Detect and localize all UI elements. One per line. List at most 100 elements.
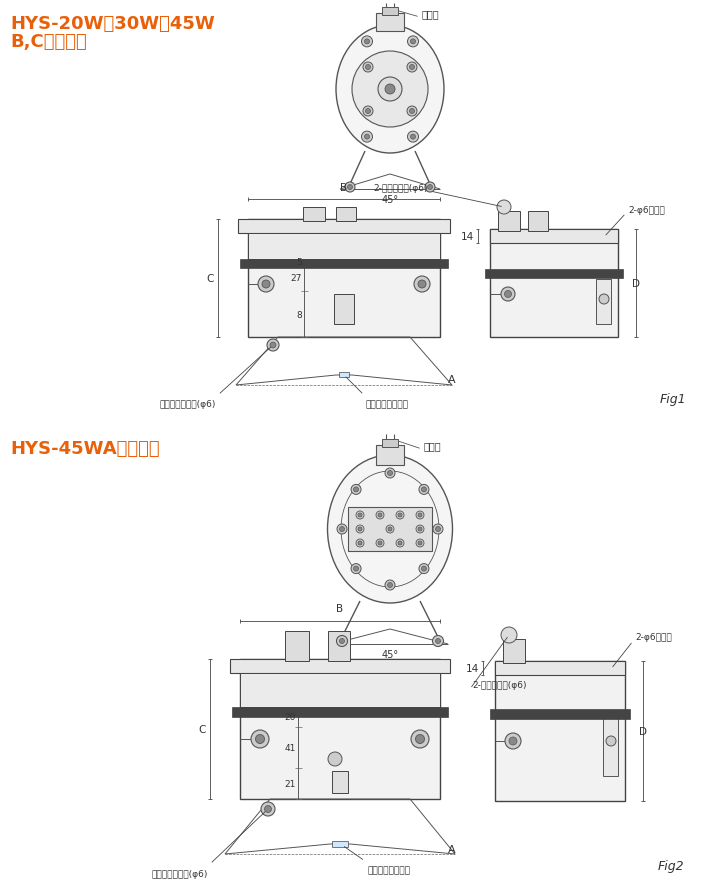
Circle shape	[363, 63, 373, 73]
Circle shape	[378, 541, 382, 546]
Text: 端子台: 端子台	[424, 440, 441, 450]
Circle shape	[410, 40, 415, 45]
Bar	[528, 212, 548, 232]
Bar	[382, 8, 398, 16]
Circle shape	[270, 343, 276, 348]
Circle shape	[414, 276, 430, 292]
Circle shape	[407, 107, 417, 117]
Bar	[303, 207, 325, 222]
Circle shape	[428, 185, 433, 190]
Bar	[490, 229, 618, 244]
Text: プロテクトガラス: プロテクトガラス	[366, 400, 409, 408]
Ellipse shape	[328, 455, 452, 603]
Circle shape	[258, 276, 274, 292]
Circle shape	[408, 37, 418, 48]
Bar	[596, 280, 611, 324]
Bar	[382, 439, 398, 447]
Bar	[339, 373, 349, 377]
Text: 2-φ6取付穴: 2-φ6取付穴	[635, 633, 672, 641]
Text: B: B	[336, 603, 343, 613]
Text: 2-冷却水継手(φ6): 2-冷却水継手(φ6)	[472, 680, 526, 689]
Bar	[490, 709, 630, 719]
Circle shape	[418, 281, 426, 289]
Circle shape	[433, 525, 443, 534]
Bar	[376, 446, 404, 465]
Circle shape	[387, 471, 392, 476]
Bar	[334, 295, 354, 324]
Text: 2-φ6取付穴: 2-φ6取付穴	[628, 206, 665, 214]
Circle shape	[358, 541, 362, 546]
Circle shape	[262, 281, 270, 289]
Bar	[498, 212, 520, 232]
Bar	[485, 269, 623, 279]
Circle shape	[410, 109, 415, 114]
Circle shape	[261, 802, 275, 816]
Circle shape	[396, 511, 404, 519]
Text: 14: 14	[466, 664, 479, 673]
Circle shape	[385, 85, 395, 95]
Circle shape	[376, 540, 384, 548]
Circle shape	[436, 527, 441, 532]
Text: A: A	[448, 375, 456, 385]
Circle shape	[416, 540, 424, 548]
Circle shape	[418, 541, 422, 546]
Bar	[238, 220, 450, 234]
Text: C: C	[207, 274, 214, 284]
Circle shape	[416, 525, 424, 533]
Circle shape	[419, 485, 429, 495]
Circle shape	[396, 540, 404, 548]
Circle shape	[509, 737, 517, 745]
Text: 端子台: 端子台	[422, 9, 440, 19]
Circle shape	[416, 511, 424, 519]
Circle shape	[436, 639, 441, 644]
Circle shape	[364, 135, 369, 140]
Circle shape	[411, 730, 429, 748]
Circle shape	[378, 78, 402, 102]
Text: 27: 27	[291, 274, 302, 283]
Circle shape	[328, 752, 342, 766]
Circle shape	[386, 525, 394, 533]
Text: Fig2: Fig2	[658, 859, 685, 872]
Text: 45°: 45°	[382, 195, 399, 205]
Text: 45°: 45°	[382, 649, 399, 659]
Bar	[495, 661, 625, 675]
Circle shape	[410, 66, 415, 70]
Circle shape	[340, 639, 344, 644]
Circle shape	[385, 469, 395, 478]
Circle shape	[348, 185, 353, 190]
Bar	[248, 234, 440, 260]
Bar	[230, 659, 450, 673]
Ellipse shape	[336, 26, 444, 154]
Text: A: A	[448, 844, 456, 854]
Circle shape	[415, 734, 425, 743]
Text: 8: 8	[296, 310, 302, 319]
Circle shape	[410, 135, 415, 140]
Text: D: D	[632, 279, 640, 289]
Circle shape	[364, 40, 369, 45]
Bar	[336, 207, 356, 222]
Bar	[332, 771, 348, 793]
Text: HYS-45WAシリーズ: HYS-45WAシリーズ	[10, 439, 160, 457]
Circle shape	[501, 288, 515, 301]
Bar	[376, 14, 404, 32]
Circle shape	[419, 564, 429, 574]
Circle shape	[408, 132, 418, 143]
Circle shape	[398, 513, 402, 517]
Circle shape	[418, 513, 422, 517]
Bar	[490, 229, 618, 338]
Circle shape	[387, 583, 392, 587]
Bar	[603, 716, 618, 776]
Bar	[328, 632, 350, 661]
Bar	[503, 640, 525, 664]
Text: エアパージ継手(φ6): エアパージ継手(φ6)	[160, 400, 216, 408]
Circle shape	[505, 291, 511, 299]
Text: 14: 14	[461, 232, 474, 242]
Text: 20: 20	[284, 712, 296, 722]
Bar	[240, 659, 440, 799]
Circle shape	[606, 736, 616, 746]
Circle shape	[361, 37, 372, 48]
Circle shape	[501, 627, 517, 643]
Bar	[332, 841, 348, 847]
Circle shape	[407, 63, 417, 73]
Circle shape	[351, 485, 361, 495]
